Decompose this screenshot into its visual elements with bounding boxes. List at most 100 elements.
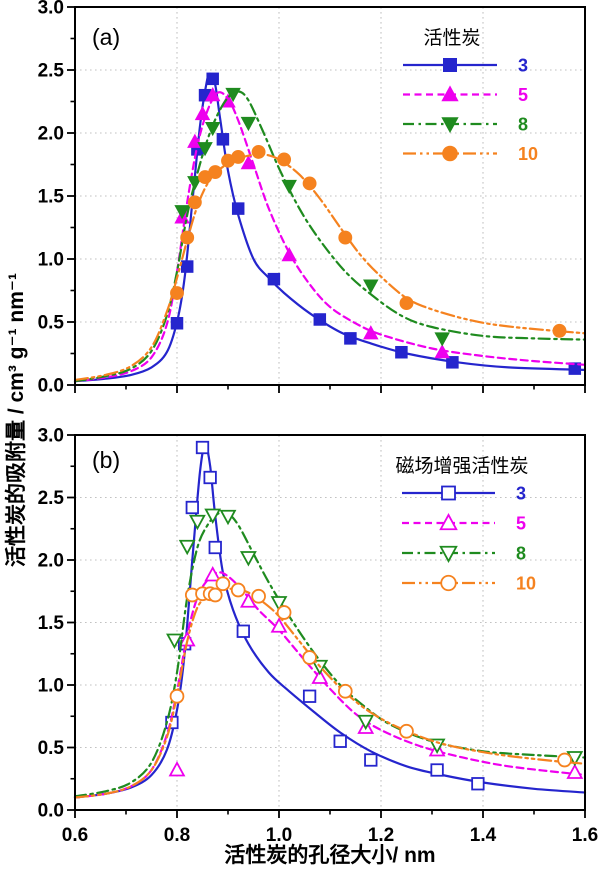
marker-square — [333, 734, 347, 748]
marker-triangle-up — [566, 763, 584, 779]
marker-circle — [440, 574, 457, 592]
panel-a-legend-title: 活性炭 — [423, 27, 480, 49]
marker-triangle-up — [187, 133, 203, 148]
marker-square — [203, 470, 217, 485]
legend-label-3: 3 — [518, 56, 528, 76]
y-axis-title: 活性炭的吸附量 / cm³ g⁻¹ nm⁻¹ — [4, 273, 28, 567]
marker-square — [568, 362, 582, 375]
panel-b-tag: (b) — [92, 447, 120, 473]
marker-circle — [170, 286, 184, 300]
marker-circle — [552, 323, 567, 338]
marker-triangle-up — [204, 565, 222, 582]
panel-a: 0.0 0.5 1.0 1.5 2.0 2.5 3.0 (a) 活性炭 3 5 8 10 — [38, 0, 587, 397]
y-tick-label: 1.5 — [38, 613, 65, 634]
panel-b-ticks — [67, 434, 586, 818]
series-curve-10 — [73, 153, 587, 382]
marker-triangle-up — [240, 155, 257, 170]
marker-circle — [169, 688, 185, 704]
panel-b-legend-title: 磁场增强活性炭 — [395, 455, 528, 477]
panel-b: 0.00.51.01.52.02.53.00.6 0.8 1.0 1.2 1.4 1.6 … — [38, 426, 599, 847]
marker-triangle-down — [434, 332, 450, 347]
marker-square — [216, 133, 230, 146]
legend-label-5: 5 — [518, 85, 528, 105]
x-tick-label: 1.0 — [266, 825, 292, 846]
series-curve-10 — [73, 587, 587, 799]
series-markers-5 — [168, 565, 584, 779]
panel-a-tick-labels: 0.0 0.5 1.0 1.5 2.0 2.5 3.0 — [38, 0, 65, 397]
x-tick-label: 0.6 — [62, 825, 88, 846]
marker-triangle-down — [363, 279, 379, 294]
marker-circle — [208, 165, 223, 179]
series-markers-3 — [170, 72, 582, 375]
marker-circle — [251, 588, 266, 604]
marker-triangle-down — [441, 117, 459, 134]
marker-triangle-down — [239, 551, 257, 567]
y-tick-label: 0.5 — [38, 313, 65, 334]
marker-circle — [302, 176, 317, 191]
marker-square — [446, 356, 459, 369]
marker-circle — [302, 650, 317, 665]
marker-square — [236, 624, 250, 638]
marker-triangle-down — [270, 596, 288, 612]
marker-square — [208, 540, 222, 555]
legend-label-10: 10 — [518, 144, 538, 164]
marker-circle — [442, 145, 458, 162]
series-curve-8 — [73, 90, 587, 383]
y-tick-label: 2.5 — [38, 488, 65, 509]
marker-square — [185, 500, 199, 515]
marker-triangle-up — [439, 513, 458, 531]
marker-square — [206, 72, 219, 86]
panel-b-grid — [75, 435, 585, 810]
marker-triangle-down — [357, 714, 375, 731]
y-tick-label: 1.0 — [38, 250, 64, 271]
marker-circle — [276, 605, 292, 620]
panel-a-ticks — [67, 6, 586, 393]
marker-circle — [399, 723, 414, 739]
legend-label-5: 5 — [516, 514, 526, 534]
marker-square — [430, 763, 444, 777]
marker-square — [364, 753, 378, 767]
marker-triangle-up — [168, 760, 186, 777]
y-tick-label: 3.0 — [38, 0, 64, 19]
y-tick-label: 2.5 — [38, 61, 65, 82]
marker-triangle-up — [270, 617, 288, 633]
marker-triangle-down — [166, 633, 183, 650]
y-tick-label: 1.5 — [38, 187, 65, 208]
marker-circle — [557, 752, 572, 768]
series-curve-8 — [73, 511, 587, 798]
marker-circle — [180, 230, 195, 245]
marker-square — [195, 440, 210, 455]
marker-circle — [338, 230, 353, 245]
marker-triangle-up — [204, 87, 221, 102]
marker-circle — [399, 296, 414, 311]
series-curve-5 — [73, 91, 587, 383]
marker-triangle-up — [434, 344, 450, 359]
legend-label-10: 10 — [516, 574, 536, 594]
marker-square — [441, 485, 456, 501]
marker-circle — [337, 683, 353, 699]
x-tick-label: 1.6 — [572, 825, 598, 846]
legend-label-3: 3 — [516, 484, 526, 504]
marker-triangle-up — [311, 668, 329, 684]
marker-square — [302, 689, 317, 703]
marker-triangle-down — [240, 116, 257, 132]
panel-a-grid — [75, 7, 585, 385]
marker-square — [471, 777, 485, 791]
panel-a-series — [73, 72, 587, 383]
series-markers-8 — [174, 87, 450, 347]
marker-circle — [251, 144, 266, 159]
series-markers-10 — [169, 576, 572, 768]
marker-circle — [277, 152, 292, 167]
marker-triangle-down — [428, 738, 446, 755]
legend-label-8: 8 — [516, 544, 526, 564]
marker-triangle-down — [178, 539, 196, 556]
y-tick-label: 0.5 — [38, 738, 65, 759]
marker-square — [313, 313, 327, 326]
marker-triangle-up — [441, 85, 459, 102]
marker-triangle-down — [219, 509, 237, 526]
panel-a-tag: (a) — [92, 24, 120, 50]
panel-b-series — [73, 440, 587, 799]
marker-triangle-up — [239, 592, 257, 608]
marker-triangle-up — [194, 105, 211, 121]
